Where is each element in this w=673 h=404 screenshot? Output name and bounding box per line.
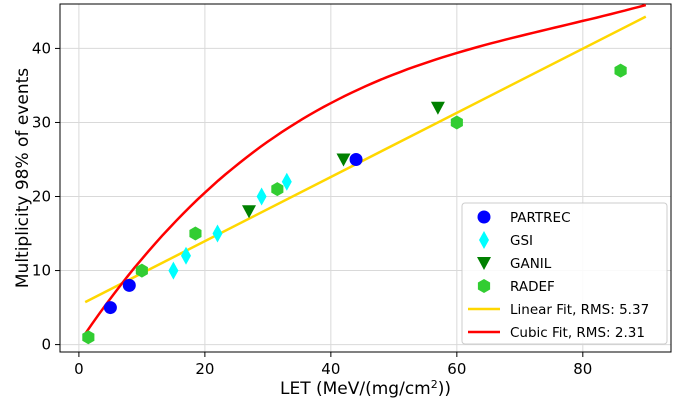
data-point-gsi — [212, 224, 223, 243]
x-tick-label: 40 — [321, 360, 340, 378]
data-point-radef — [614, 63, 627, 78]
legend-label: GANIL — [510, 256, 552, 272]
y-tick-label: 0 — [41, 336, 51, 354]
legend-label: GSI — [510, 233, 533, 249]
data-point-ganil — [430, 101, 445, 115]
data-point-radef — [271, 182, 284, 197]
data-point-partrec — [103, 301, 117, 315]
y-axis-label: Multiplicity 98% of events — [13, 68, 33, 288]
data-point-partrec — [349, 152, 363, 166]
data-point-ganil — [336, 153, 351, 167]
data-point-gsi — [281, 172, 292, 191]
legend-marker-gsi — [479, 231, 489, 249]
data-point-ganil — [242, 205, 256, 219]
legend-label: Cubic Fit, RMS: 2.31 — [510, 325, 645, 341]
legend-label: PARTREC — [510, 210, 571, 226]
data-point-radef — [135, 263, 148, 278]
legend-marker-ganil — [477, 257, 491, 270]
x-axis-label-sup: 2 — [431, 378, 438, 391]
data-point-partrec — [122, 278, 136, 292]
x-tick-label: 80 — [573, 360, 592, 378]
y-tick-label: 10 — [32, 262, 51, 280]
plot-frame — [59, 3, 672, 353]
legend: PARTREC GSI GANIL RADEF Linear Fit, RMS: 5.3… — [461, 202, 668, 345]
fit-lines — [84, 3, 647, 335]
y-tick-label: 30 — [32, 113, 51, 131]
ticks: 0 20 40 60 80 0 10 20 30 40 — [32, 39, 592, 378]
legend-marker-partrec — [477, 210, 491, 224]
y-tick-label: 40 — [32, 39, 51, 57]
data-point-radef — [450, 115, 463, 130]
x-tick-label: 0 — [74, 360, 84, 378]
legend-label: RADEF — [510, 279, 555, 295]
x-axis-label: LET (MeV/(mg/cm2)) — [280, 378, 451, 400]
legend-box — [461, 202, 668, 345]
x-tick-label: 20 — [195, 360, 214, 378]
y-tick-label: 20 — [32, 188, 51, 206]
legend-label: Linear Fit, RMS: 5.37 — [510, 302, 649, 318]
fit-line — [84, 3, 647, 335]
markers — [82, 63, 627, 345]
data-point-gsi — [256, 187, 267, 206]
legend-marker-radef — [477, 279, 491, 293]
data-point-radef — [82, 330, 95, 345]
data-point-gsi — [168, 261, 179, 280]
grid — [60, 4, 671, 352]
fit-line — [84, 15, 647, 304]
data-point-radef — [189, 226, 202, 241]
data-point-gsi — [181, 246, 191, 265]
x-tick-label: 60 — [447, 360, 466, 378]
